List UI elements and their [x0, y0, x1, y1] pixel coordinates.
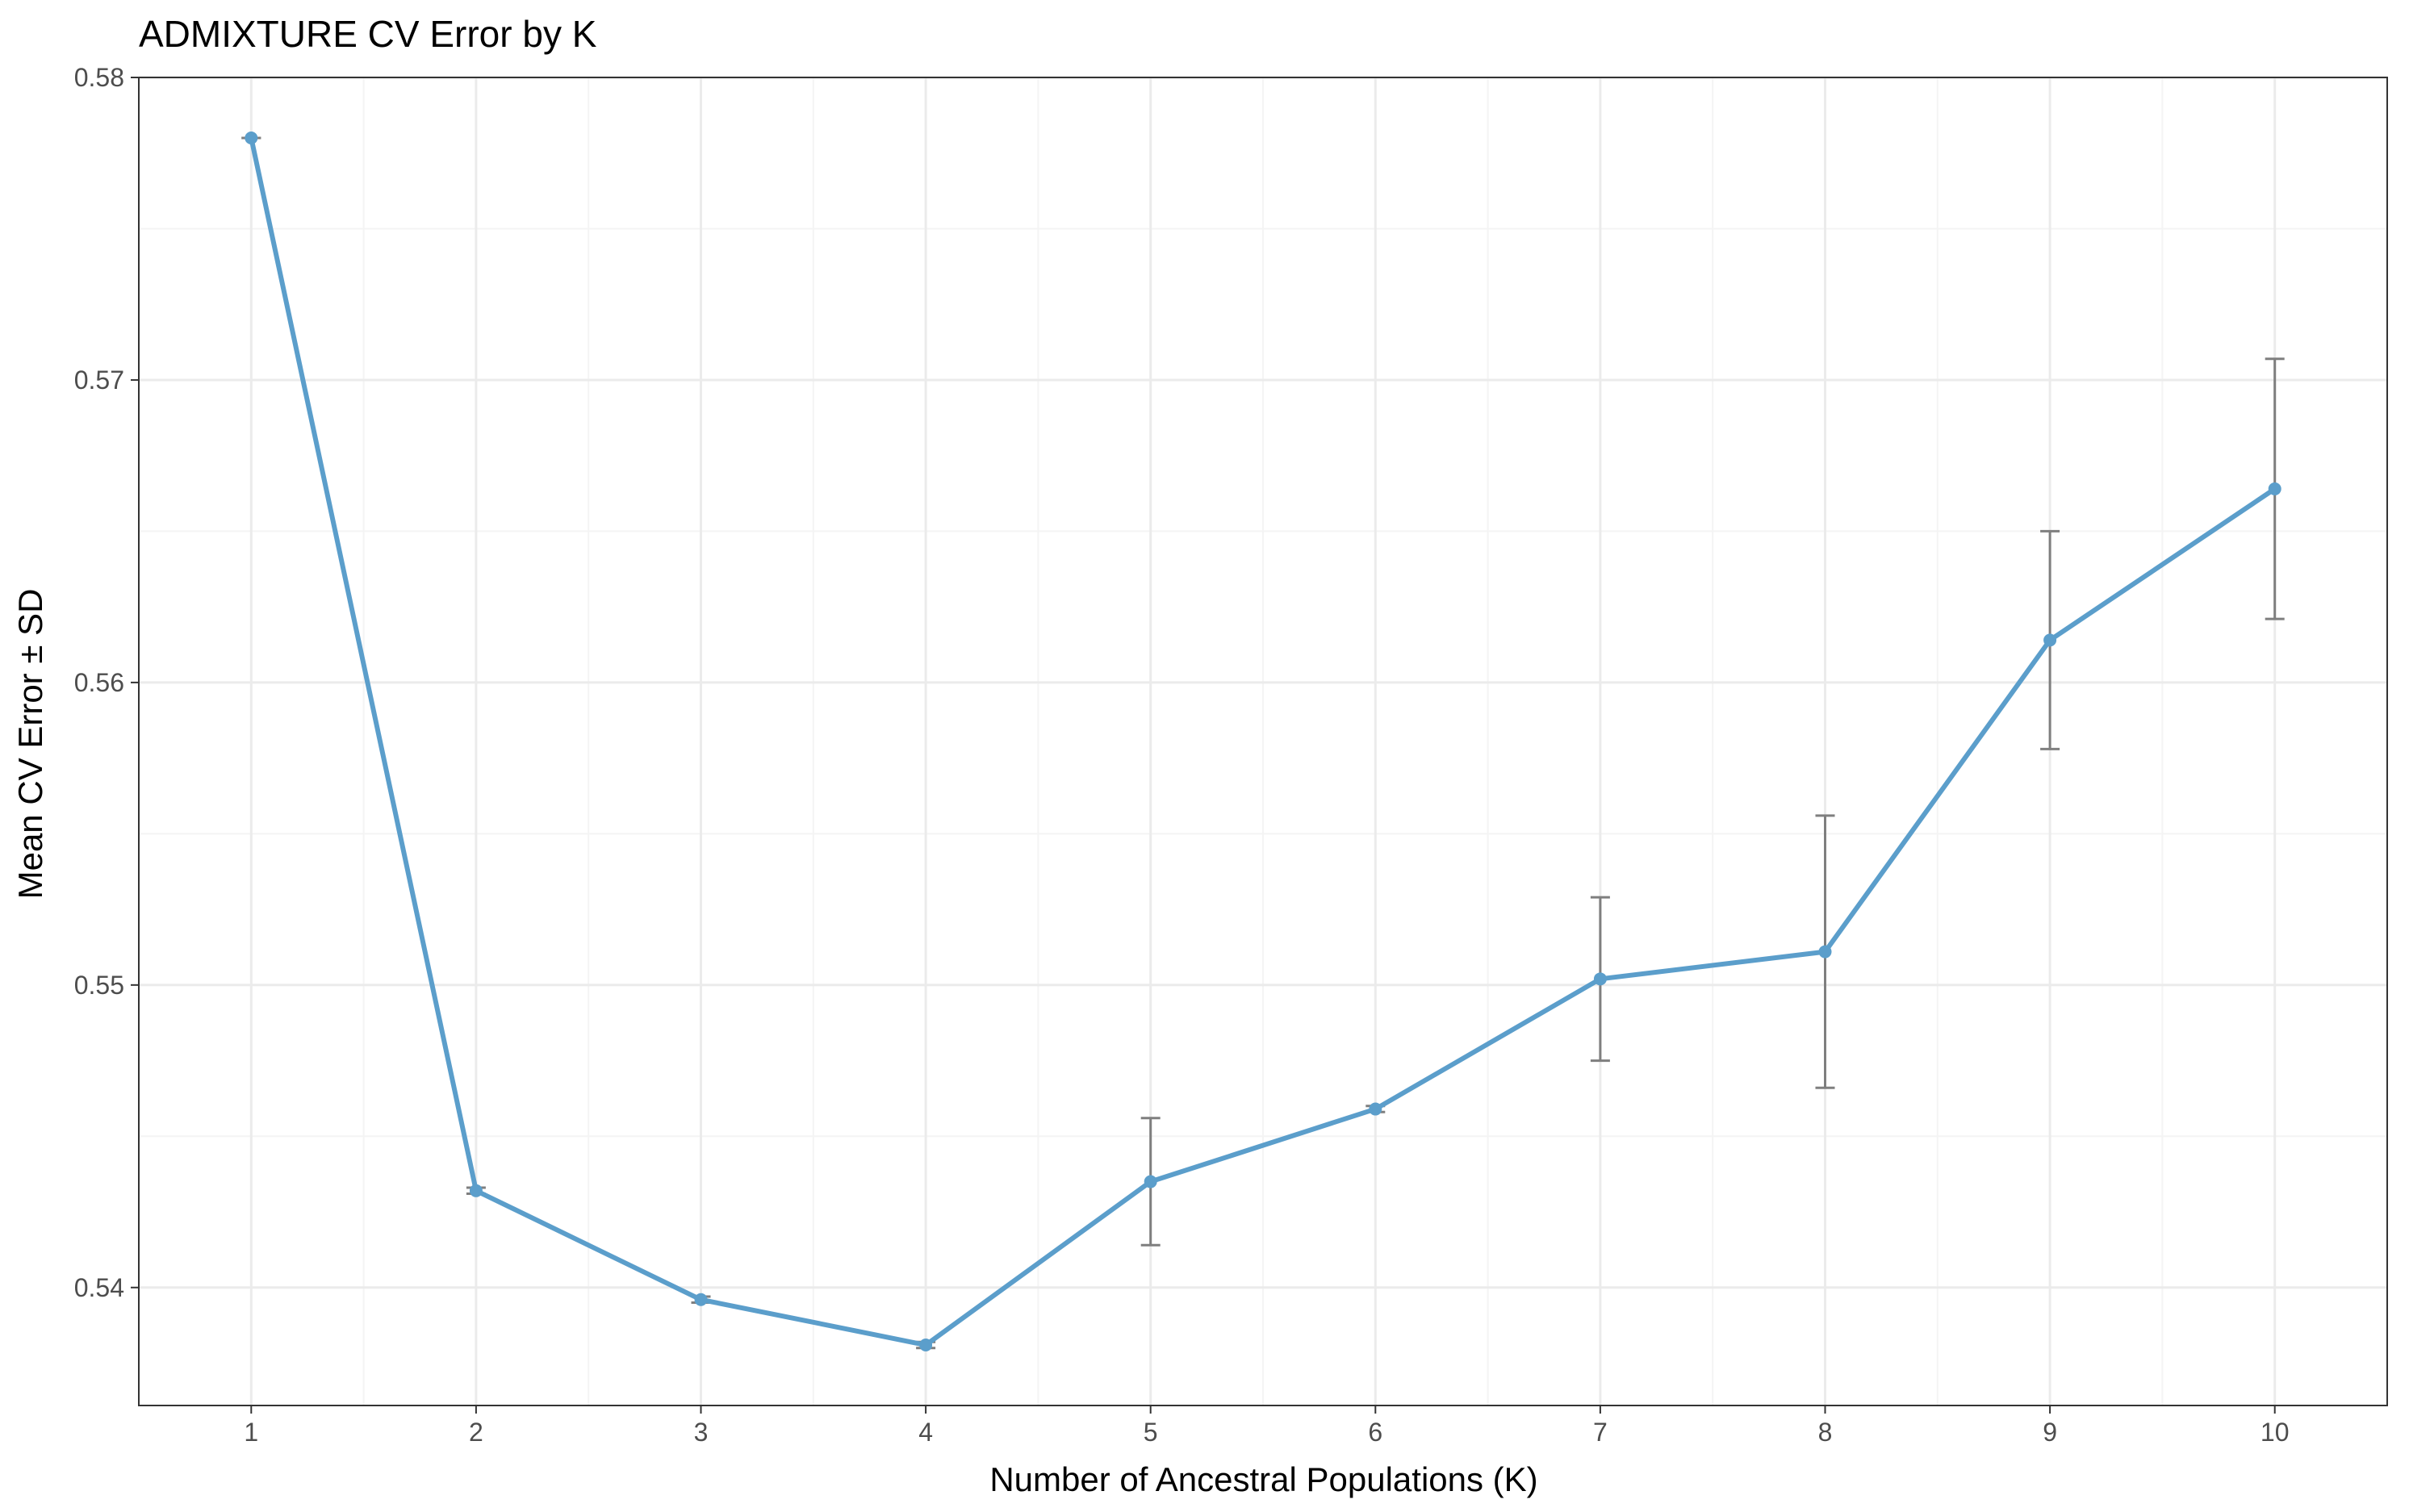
data-point [469, 1184, 483, 1197]
y-axis: 0.54 0.55 0.56 0.57 0.58 [74, 63, 139, 1302]
y-tick-label: 0.58 [74, 63, 124, 92]
data-point [1369, 1102, 1382, 1116]
data-point [919, 1339, 933, 1352]
y-tick-label: 0.54 [74, 1273, 124, 1302]
x-tick-label: 3 [694, 1418, 709, 1447]
x-tick-label: 2 [469, 1418, 483, 1447]
major-gridlines [139, 76, 2387, 1405]
series-line [249, 137, 2277, 1348]
y-tick-label: 0.56 [74, 668, 124, 697]
x-tick-label: 10 [2261, 1418, 2290, 1447]
data-point [1818, 945, 1832, 959]
panel-border [138, 77, 2388, 1406]
x-tick-label: 6 [1368, 1418, 1382, 1447]
minor-gridlines [139, 77, 2387, 1405]
series-layer [245, 131, 2281, 1352]
x-tick-label: 7 [1593, 1418, 1608, 1447]
x-axis: 1 2 3 4 5 6 7 8 9 10 [244, 1405, 2289, 1447]
chart-title: ADMIXTURE CV Error by K [139, 13, 597, 55]
y-axis-title: Mean CV Error ± SD [11, 589, 49, 900]
data-point [1593, 972, 1607, 986]
data-point [245, 131, 258, 144]
y-tick-label: 0.57 [74, 365, 124, 395]
x-tick-label: 1 [244, 1418, 258, 1447]
data-point [2268, 482, 2281, 495]
x-tick-label: 8 [1818, 1418, 1833, 1447]
x-axis-title: Number of Ancestral Populations (K) [989, 1460, 1537, 1498]
x-tick-label: 9 [2043, 1418, 2057, 1447]
x-tick-label: 4 [918, 1418, 933, 1447]
data-point [1144, 1175, 1157, 1188]
data-point [694, 1293, 708, 1306]
data-point [2043, 633, 2057, 647]
x-tick-label: 5 [1144, 1418, 1158, 1447]
y-tick-label: 0.55 [74, 971, 124, 1000]
